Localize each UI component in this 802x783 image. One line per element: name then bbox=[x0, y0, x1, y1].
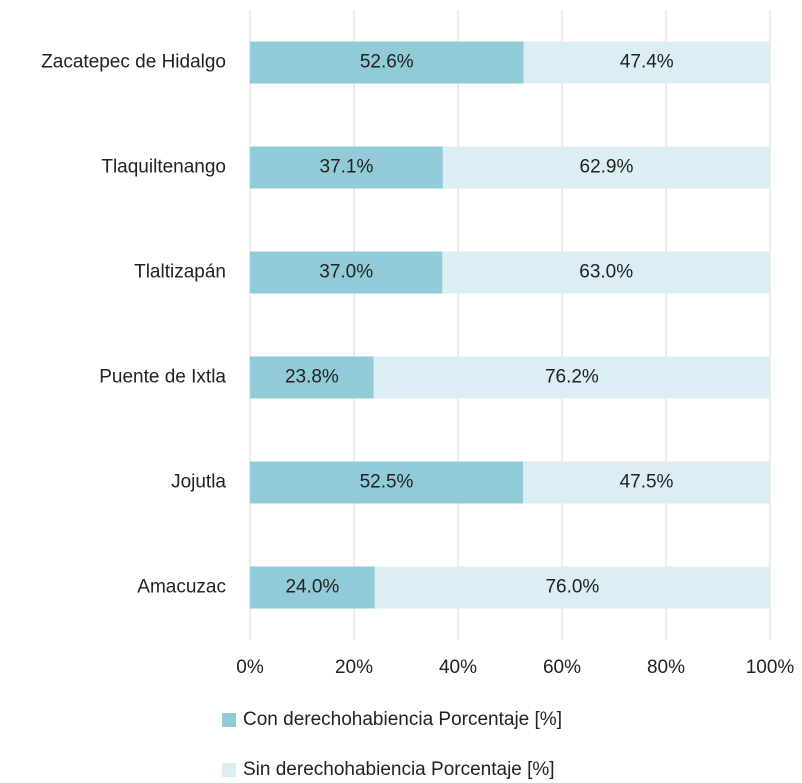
data-label: 47.4% bbox=[620, 52, 674, 73]
x-tick-label: 20% bbox=[335, 657, 373, 678]
bar bbox=[250, 356, 374, 399]
bar bbox=[250, 41, 524, 84]
legend-swatch bbox=[222, 713, 236, 727]
legend-swatch bbox=[222, 763, 236, 777]
x-tick-label: 0% bbox=[236, 657, 264, 678]
bar bbox=[442, 146, 770, 189]
data-label: 76.2% bbox=[545, 367, 599, 388]
x-tick-label: 40% bbox=[439, 657, 477, 678]
y-tick-label: Jojutla bbox=[171, 472, 226, 493]
x-tick-label: 80% bbox=[647, 657, 685, 678]
data-label: 37.0% bbox=[319, 262, 373, 283]
y-tick-label: Puente de Ixtla bbox=[99, 367, 226, 388]
bar bbox=[250, 566, 375, 609]
data-label: 52.6% bbox=[360, 52, 414, 73]
bar bbox=[250, 251, 443, 294]
legend-label: Con derechohabiencia Porcentaje [%] bbox=[243, 709, 562, 730]
y-tick-label: Amacuzac bbox=[137, 577, 226, 598]
x-tick-label: 100% bbox=[746, 657, 795, 678]
data-label: 52.5% bbox=[360, 472, 414, 493]
y-tick-label: Zacatepec de Hidalgo bbox=[41, 52, 226, 73]
data-label: 37.1% bbox=[320, 157, 374, 178]
data-label: 76.0% bbox=[545, 577, 599, 598]
legend-label: Sin derechohabiencia Porcentaje [%] bbox=[243, 759, 555, 780]
x-tick-label: 60% bbox=[543, 657, 581, 678]
y-tick-label: Tlaquiltenango bbox=[101, 157, 226, 178]
bar bbox=[442, 251, 770, 294]
bar bbox=[250, 146, 443, 189]
bar bbox=[374, 566, 770, 609]
data-label: 23.8% bbox=[285, 367, 339, 388]
bar bbox=[523, 461, 770, 504]
data-label: 62.9% bbox=[580, 157, 634, 178]
data-label: 47.5% bbox=[620, 472, 674, 493]
data-label: 63.0% bbox=[579, 262, 633, 283]
bar bbox=[250, 461, 523, 504]
bar bbox=[373, 356, 770, 399]
bar bbox=[523, 41, 770, 84]
data-label: 24.0% bbox=[285, 577, 339, 598]
y-tick-label: Tlaltizapán bbox=[134, 262, 226, 283]
